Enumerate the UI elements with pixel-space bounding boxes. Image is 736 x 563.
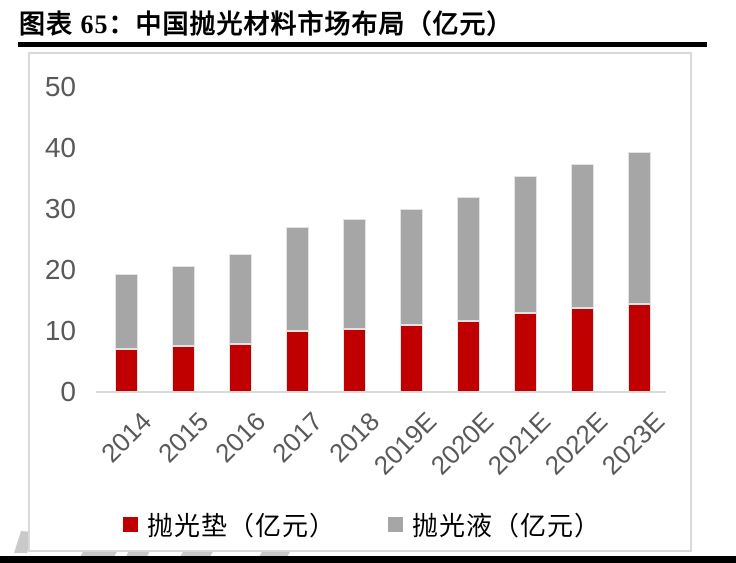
legend-label-slurry: 抛光液（亿元） bbox=[412, 512, 602, 541]
legend-item-pad: 抛光垫（亿元） bbox=[122, 506, 336, 543]
bottom-rule bbox=[0, 556, 736, 563]
title-underline bbox=[18, 42, 707, 47]
bar-segment-pad bbox=[399, 324, 423, 392]
bar-segment-pad bbox=[342, 329, 366, 392]
bar-segment-slurry bbox=[171, 266, 195, 347]
bar-segment-slurry bbox=[399, 209, 423, 325]
y-tick-label: 10 bbox=[44, 315, 76, 346]
bar-segment-slurry bbox=[228, 253, 252, 345]
bar-segment-pad bbox=[627, 304, 651, 392]
y-tick-label: 30 bbox=[44, 193, 76, 224]
bar-segment-slurry bbox=[285, 226, 309, 331]
legend-label-pad: 抛光垫（亿元） bbox=[146, 512, 336, 541]
chart-panel: 0 10 20 30 40 50 2014 2015 2016 2017 2018 2019E 2020… bbox=[28, 52, 692, 552]
legend-item-slurry: 抛光液（亿元） bbox=[388, 506, 601, 543]
bar-segment-slurry bbox=[114, 273, 138, 350]
bar-segment-pad bbox=[114, 349, 138, 392]
bar-segment-pad bbox=[570, 308, 594, 392]
plot-area: 0 10 20 30 40 50 2014 2015 2016 2017 2018 2019E 2020… bbox=[30, 54, 690, 550]
bar-segment-slurry bbox=[513, 176, 537, 314]
bar-segment-pad bbox=[228, 344, 252, 392]
legend: 抛光垫（亿元） 抛光液（亿元） bbox=[30, 506, 694, 543]
bar-segment-pad bbox=[171, 346, 195, 392]
x-axis-line bbox=[96, 391, 666, 393]
bar-segment-pad bbox=[456, 320, 480, 392]
bar-segment-slurry bbox=[342, 219, 366, 330]
y-tick-label: 50 bbox=[44, 71, 76, 102]
bar-segment-pad bbox=[285, 331, 309, 392]
y-tick-label: 0 bbox=[60, 376, 76, 407]
bar-segment-slurry bbox=[456, 197, 480, 321]
y-tick-label: 40 bbox=[44, 132, 76, 163]
bar-segment-slurry bbox=[627, 152, 651, 305]
bar-segment-pad bbox=[513, 313, 537, 392]
y-tick-label: 20 bbox=[44, 254, 76, 285]
legend-swatch-pad-icon bbox=[122, 517, 138, 532]
figure-title: 图表 65：中国抛光材料市场布局（亿元） bbox=[19, 10, 514, 39]
legend-swatch-slurry-icon bbox=[388, 517, 403, 532]
bar-segment-slurry bbox=[570, 163, 594, 309]
